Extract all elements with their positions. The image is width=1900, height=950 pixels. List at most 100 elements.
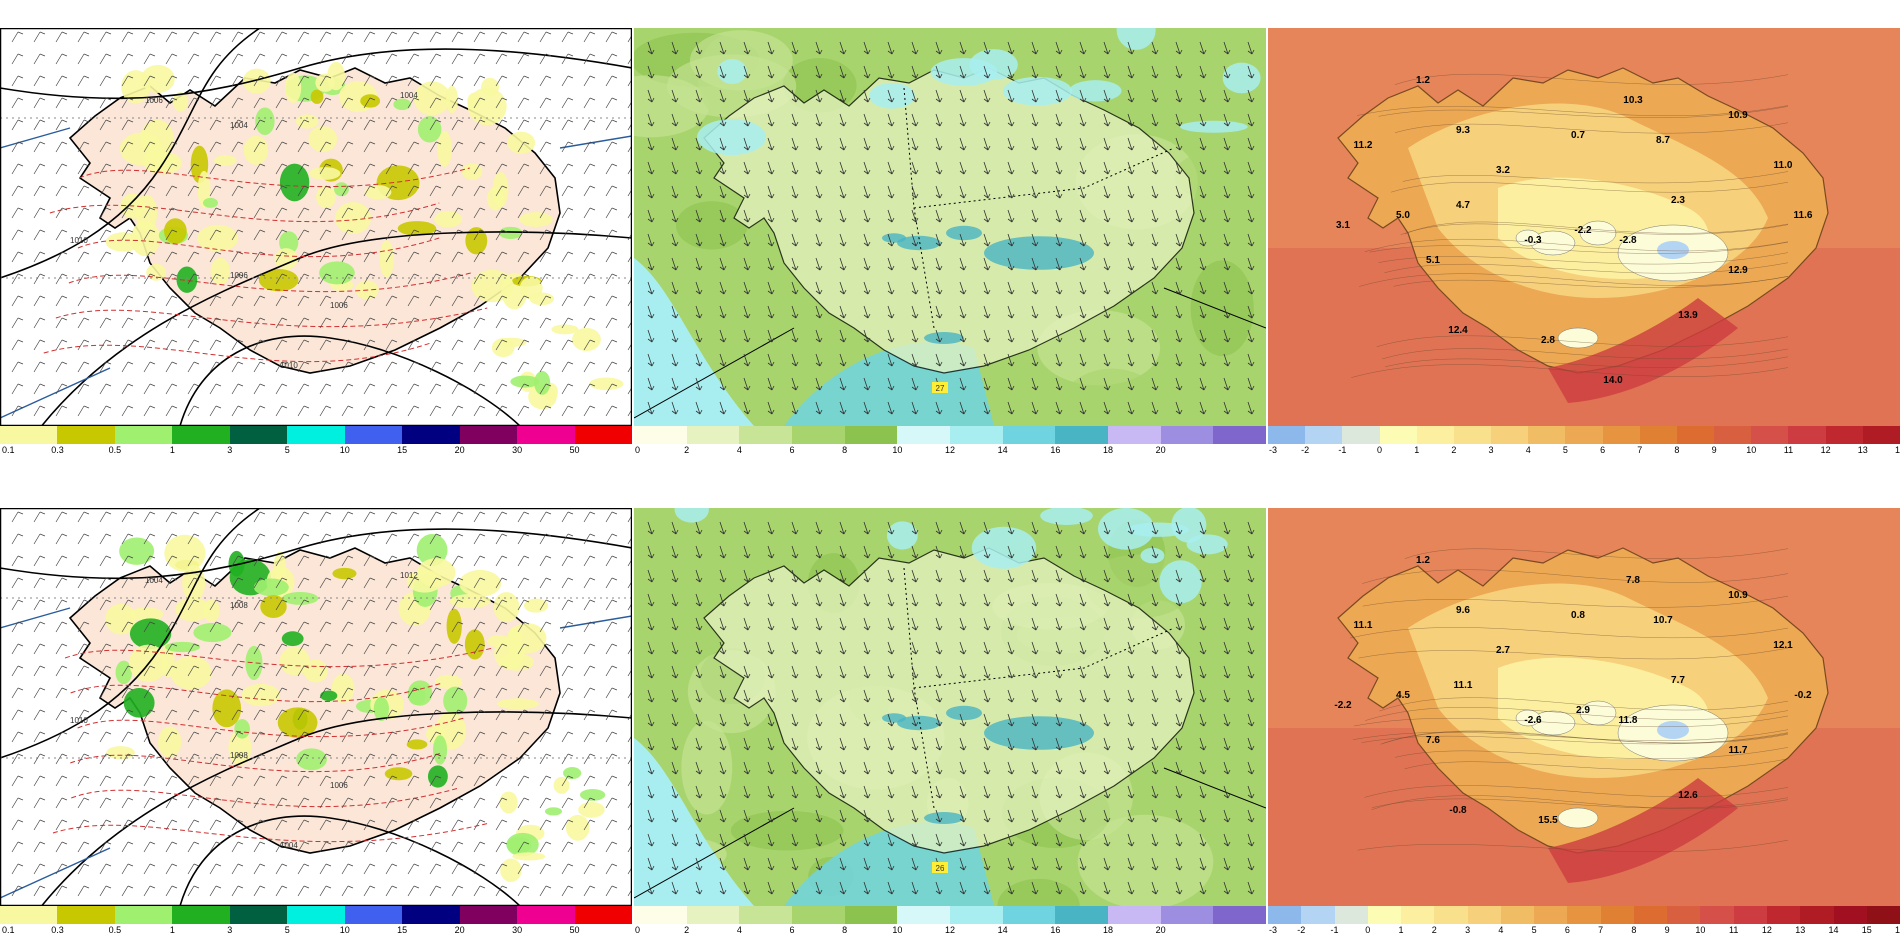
wind-barb: [209, 317, 222, 329]
precip-blob: [158, 726, 182, 758]
wind-barb: [11, 273, 24, 285]
wind-barb: [583, 599, 596, 611]
wind-barb: [187, 185, 200, 197]
wind-barb: [561, 273, 574, 285]
precip-blob: [123, 688, 155, 718]
colorbar-swatch: [897, 426, 951, 444]
wind-arrow: [1247, 737, 1255, 751]
wind-barb: [33, 797, 46, 809]
colorbar-tick-label: 7: [1598, 925, 1604, 935]
wind-arrow: [1055, 881, 1063, 895]
wind-arrow: [695, 857, 703, 871]
wind-barb: [121, 533, 134, 545]
wind-arrow: [935, 665, 943, 679]
wind-arrow: [647, 713, 655, 727]
map-panel-dini-wind: 26 0 2 4 6 8 10 12 14 16 18 20: [634, 488, 1267, 948]
wind-arrow: [1175, 209, 1183, 223]
wind-barb: [473, 53, 486, 65]
wind-barb: [605, 229, 618, 241]
wind-arrow: [719, 377, 727, 391]
wind-barb: [275, 383, 288, 395]
wind-arrow: [647, 617, 655, 631]
wind-arrow: [935, 233, 943, 247]
wind-barb: [341, 383, 354, 395]
wind-arrow: [695, 353, 703, 367]
wind-barb: [55, 339, 68, 351]
wind-barb: [11, 599, 24, 611]
wind-arrow: [1103, 713, 1111, 727]
wind-arrow: [719, 137, 727, 151]
wind-barb: [55, 577, 68, 589]
wind-barb: [495, 643, 508, 655]
wind-barb: [495, 621, 508, 633]
wind-arrow: [791, 593, 799, 607]
colorbar-swatch: [1600, 906, 1634, 924]
wind-arrow: [887, 761, 895, 775]
wind-barb: [517, 185, 530, 197]
wind-arrow: [1007, 401, 1015, 415]
colorbar-tick-label: 0.1: [2, 445, 15, 455]
colorbar-tick-label: 30: [512, 445, 523, 455]
wind-arrow: [983, 377, 991, 391]
colorbar-swatch: [1453, 426, 1492, 444]
wind-arrow: [1079, 137, 1087, 151]
wind-arrow: [1199, 641, 1207, 655]
wind-barb: [143, 405, 156, 417]
isotherm: [1361, 732, 1789, 745]
wind-arrow: [983, 41, 991, 55]
wind-barb: [385, 731, 398, 743]
temperature-value: -0.3: [1524, 235, 1542, 246]
wind-barb: [385, 533, 398, 545]
wind-arrow: [1223, 593, 1231, 607]
wind-barb: [429, 753, 442, 765]
colorbar-tick-label: 4: [1525, 445, 1531, 455]
wind-arrow: [671, 569, 679, 583]
wind-arrow: [1175, 689, 1183, 703]
wind-barb: [33, 599, 46, 611]
wind-barb: [11, 141, 24, 153]
wind-barb: [253, 31, 266, 43]
wind-arrow: [911, 809, 919, 823]
wind-barb: [605, 273, 618, 285]
wind-barb: [297, 141, 310, 153]
wind-arrow: [1247, 761, 1255, 775]
wind-barb: [429, 405, 442, 417]
wind-barb: [363, 31, 376, 43]
wind-barb: [363, 361, 376, 373]
wind-speed-area: [897, 235, 941, 251]
wind-barb: [319, 361, 332, 373]
wind-arrow: [743, 713, 751, 727]
wind-arrow: [791, 809, 799, 823]
wind-barb: [407, 533, 420, 545]
wind-barb: [275, 555, 288, 567]
wind-arrow: [863, 137, 871, 151]
wind-barb: [451, 31, 464, 43]
colorbar-tick-label: 0: [635, 925, 641, 935]
wind-barb: [583, 731, 596, 743]
wind-arrow: [1031, 353, 1039, 367]
wind-barb: [517, 753, 530, 765]
colorbar-swatch: [1305, 426, 1343, 444]
wind-arrow: [719, 713, 727, 727]
wind-arrow: [1175, 785, 1183, 799]
temperature-value: 12.9: [1728, 265, 1748, 276]
wind-barb: [561, 75, 574, 87]
wind-arrow: [839, 521, 847, 535]
precip-blob: [296, 748, 327, 771]
wind-barb: [517, 687, 530, 699]
wind-barb: [275, 119, 288, 131]
wind-arrow: [743, 161, 751, 175]
wind-arrow: [791, 161, 799, 175]
wind-arrow: [935, 89, 943, 103]
map-panel-igis-temp: 1.2 10.3 10.9 11.2 9.3 0.7 8.7 11.0 3.2 4.7 2.3 5.0…: [1268, 8, 1900, 468]
colorbar-swatch: [686, 426, 740, 444]
wind-arrow: [911, 401, 919, 415]
wind-arrow: [719, 809, 727, 823]
wind-barb: [429, 31, 442, 43]
wind-barb: [297, 31, 310, 43]
wind-arrow: [1151, 593, 1159, 607]
wind-arrow: [791, 353, 799, 367]
isotherm: [1365, 707, 1789, 721]
wind-arrow: [647, 857, 655, 871]
wind-barb: [319, 753, 332, 765]
